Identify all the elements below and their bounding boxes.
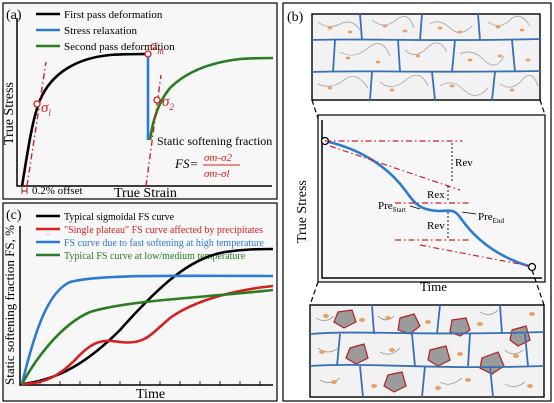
fs-numerator: σm-σ2 [204,152,232,164]
precipitates-bottom [319,312,535,390]
panel-c-axes [19,226,273,386]
pre-end-pointer [461,211,477,215]
offset-label: 0.2% offset [32,185,83,197]
first-pass-curve [20,52,149,187]
precipitates-top [327,24,531,92]
panel-a-xlabel: True Strain [114,186,177,201]
sigma-2-label: σ2 [162,94,174,112]
microstructure-bottom [309,304,545,398]
panel-c-ylabel: Static softening fraction FS, % [2,225,17,385]
panel-b: (b) [282,2,552,402]
zoom-line-bottom-left [309,281,319,306]
fs-lhs: FS= [174,156,198,171]
microstructure-top [311,13,541,101]
rev-bottom-label: Rev [427,220,445,232]
legend-sigmoidal: Typical sigmoidal FS curve [64,212,175,223]
legend-stress-relaxation: Stress relaxation [64,25,138,37]
microstructure-top-frame [311,13,541,101]
panel-b-xlabel: Time [420,279,447,294]
legend-second-pass: Second pass deformation [64,41,175,53]
rev-top-label: Rev [455,157,473,169]
panel-a: (a) First pass deformation Stress relaxa… [2,2,278,201]
zoom-line-top-right [539,99,546,116]
pre-start-label: PreStart [378,200,406,214]
relaxation-curve-b [324,139,533,269]
fs-denominator: σm-σl [204,168,230,180]
curve-sigmoidal [21,247,274,386]
rex-label: Rex [427,189,445,201]
curve-fast-softening [20,274,274,385]
curve-single-plateau [21,284,274,386]
sigma-m-label: σm [150,38,164,56]
panel-c: (c) Typical sigmoidal FS curve "Single p… [2,202,278,402]
panel-c-xlabel: Time [136,387,165,402]
reference-lines-b [325,140,531,267]
panel-b-chart-frame [317,114,546,283]
dislocation-network-top [317,15,539,96]
panel-b-stress-chart: True Stress Time Rev Rex Rev PreStart [295,114,546,294]
dislocation-network-bottom [315,309,526,387]
offset-line-1 [26,61,47,187]
sigma-2-marker [153,96,161,104]
offset-line-2 [145,74,162,187]
rev-rex-arrows [447,143,453,238]
panel-c-legend: Typical sigmoidal FS curve "Single plate… [36,212,265,262]
sigma-1-label: σl [41,100,51,118]
curve-end-marker [527,262,537,272]
curve-low-medium [20,288,274,385]
panel-a-axes [16,18,272,187]
grain-boundaries-top [311,13,541,101]
panel-a-frame [2,2,278,200]
second-pass-curve [148,56,274,141]
pre-start-pointer [409,205,421,210]
panel-a-ylabel: True Stress [2,82,17,145]
zoom-line-bottom-right [531,269,545,306]
panel-b-axes [321,120,542,279]
legend-first-pass: First pass deformation [64,9,163,21]
softening-fraction-title: Static softening fraction [157,134,272,148]
sigma-m-marker [144,50,152,58]
panel-b-label: (b) [287,10,304,25]
panel-c-label: (c) [6,208,22,223]
legend-fast-softening: FS curve due to fast softening at high t… [64,238,265,249]
grain-boundaries-bottom [309,304,545,398]
pre-end-label: PreEnd [478,211,504,225]
legend-single-plateau: "Single plateau" FS curve affected by pr… [64,225,263,236]
panel-b-ylabel: True Stress [295,180,310,243]
panel-a-legend: First pass deformation Stress relaxation… [36,9,175,53]
sigma-1-marker [33,100,41,108]
legend-low-medium: Typical FS curve at low/medium temperatu… [64,251,246,262]
panel-a-label: (a) [6,8,22,23]
